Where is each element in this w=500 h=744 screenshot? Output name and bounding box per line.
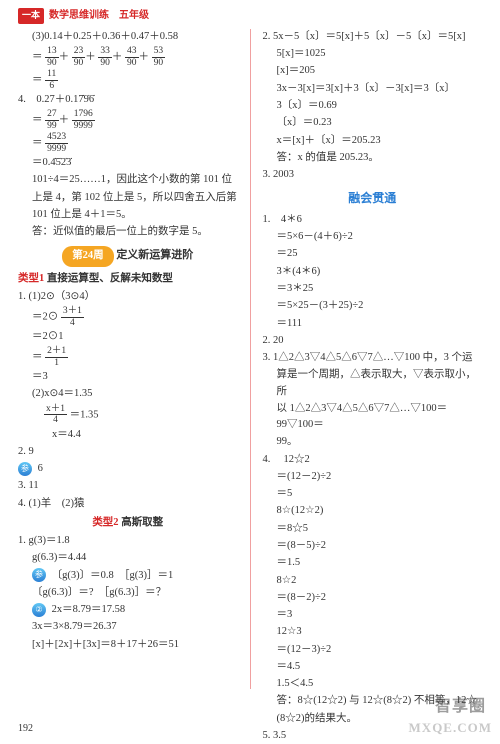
math-line: 3x－3[x]＝3[x]＋3〔x〕－3[x]＝3〔x〕: [263, 81, 483, 97]
math-line: x＝[x]＋〔x〕＝205.23: [263, 133, 483, 149]
math-line: ＝5: [263, 486, 483, 502]
math-line: 8☆(12☆2): [263, 503, 483, 519]
math-line: 〔x〕＝0.23: [263, 115, 483, 131]
category-label: 类型2: [92, 517, 118, 528]
math-line: ＝3: [18, 369, 238, 385]
fraction-row: ＝ 2799＋ 17969999: [18, 109, 238, 131]
math-line: [x]＝205: [263, 63, 483, 79]
category-text: 高斯取整: [121, 517, 163, 528]
category-heading: 类型1 直接运算型、反解未知数型: [18, 271, 238, 287]
category-text: 直接运算型、反解未知数型: [47, 273, 173, 284]
fraction-row: ＝ 45239999: [18, 132, 238, 154]
math-line: ② 2x＝8.79＝17.58: [18, 602, 238, 618]
watermark-url: MXQE.COM: [409, 718, 492, 738]
text-line: 101 位上是 4＋1＝5。: [18, 207, 238, 223]
math-line: ＝1.5: [263, 555, 483, 571]
math-line: ＝(12－3)÷2: [263, 642, 483, 658]
math-line: 4. 0.27＋0.17̇9̇6̇: [18, 92, 238, 108]
math-line: 1. 4＊6: [263, 212, 483, 228]
fraction-row: ＝ 2＋11: [18, 346, 238, 368]
math-line: 1.5＜4.5: [263, 676, 483, 692]
math-line: 3. 11: [18, 478, 238, 494]
math-line: ＝8☆5: [263, 521, 483, 537]
math-line: 1. (1)2⊙（3⊙4）: [18, 289, 238, 305]
math-line: ＝4.5: [263, 659, 483, 675]
text-line: 答：近似值的最后一位上的数字是 5。: [18, 224, 238, 240]
math-line: ＝(12－2)÷2: [263, 469, 483, 485]
math-line: ＝(8－2)÷2: [263, 590, 483, 606]
chapter-badge: 第24周: [62, 246, 114, 266]
math-line: ＝5×25－(3＋25)÷2: [263, 298, 483, 314]
math-line: 2. 5x－5〔x〕＝5[x]＋5〔x〕－5〔x〕＝5[x]: [263, 29, 483, 45]
chapter-heading: 第24周 定义新运算进阶: [18, 246, 238, 266]
math-line: 参 6: [18, 461, 238, 477]
math-line: ＝111: [263, 316, 483, 332]
circle-badge-icon: ②: [32, 603, 46, 617]
section-title: 融会贯通: [263, 189, 483, 208]
text-line: 算是一个周期，△表示取大，▽表示取小，所: [263, 367, 483, 400]
page-header: 一本 数学思维训练 五年级: [0, 0, 500, 29]
chapter-text: 定义新运算进阶: [116, 249, 193, 261]
math-line: ＝25: [263, 246, 483, 262]
right-column: 2. 5x－5〔x〕＝5[x]＋5〔x〕－5〔x〕＝5[x] 5[x]＝1025…: [255, 29, 483, 689]
math-line: 2. 20: [263, 333, 483, 349]
math-line: ＝3: [263, 607, 483, 623]
category-label: 类型1: [18, 273, 44, 284]
circle-badge-icon: 参: [32, 568, 46, 582]
text-line: 99。: [263, 434, 483, 450]
math-line: 〔g(6.3)〕＝? ［g(6.3)］＝？: [18, 585, 238, 601]
math-line: ＝5×6－(4＋6)÷2: [263, 229, 483, 245]
header-badge: 一本: [18, 8, 44, 24]
text-line: 答：x 的值是 205.23。: [263, 150, 483, 166]
math-line: ＝3＊25: [263, 281, 483, 297]
left-column: (3)0.14＋0.25＋0.36＋0.47＋0.58 ＝ 1390＋ 2390…: [18, 29, 246, 689]
content-columns: (3)0.14＋0.25＋0.36＋0.47＋0.58 ＝ 1390＋ 2390…: [0, 29, 500, 689]
math-line: 5[x]＝1025: [263, 46, 483, 62]
header-title: 数学思维训练 五年级: [49, 8, 149, 24]
math-line: 2. 9: [18, 444, 238, 460]
fraction-row: ＝ 1390＋ 2390＋ 3390＋ 4390＋ 5390: [18, 46, 238, 68]
math-line: [x]＋[2x]＋[3x]＝8＋17＋26＝51: [18, 637, 238, 653]
math-line: 参 〔g(3)〕＝0.8 ［g(3)］＝1: [18, 568, 238, 584]
math-line: 1. g(3)＝1.8: [18, 533, 238, 549]
math-line: (2)x⊙4＝1.35: [18, 386, 238, 402]
text-line: 101÷4＝25……1，因此这个小数的第 101 位: [18, 172, 238, 188]
math-line: 8☆2: [263, 573, 483, 589]
text-line: 上是 4，第 102 位上是 5，所以四舍五入后第: [18, 190, 238, 206]
eq-prefix: ＝: [32, 52, 43, 63]
text-line: 以 1△2△3▽4△5△6▽7△…▽100＝99▽100＝: [263, 401, 483, 434]
fraction-row: ＝ 116: [18, 69, 238, 91]
math-line: ＝0.4̇5̇2̇3̇: [18, 155, 238, 171]
math-line: 12☆3: [263, 624, 483, 640]
math-line: ＝2⊙1: [18, 329, 238, 345]
math-line: 3〔x〕＝0.69: [263, 98, 483, 114]
math-line: 4. (1)羊 (2)猿: [18, 496, 238, 512]
page-number: 192: [18, 721, 33, 737]
text-line: 3. 1△2△3▽4△5△6▽7△…▽100 中，3 个运: [263, 350, 483, 366]
watermark-text: 智享圈: [435, 695, 486, 720]
column-divider: [250, 29, 251, 689]
fraction-row: ＝2⊙ 3＋14: [18, 306, 238, 328]
math-line: (3)0.14＋0.25＋0.36＋0.47＋0.58: [18, 29, 238, 45]
category-heading: 类型2 高斯取整: [18, 515, 238, 531]
math-line: ＝(8－5)÷2: [263, 538, 483, 554]
math-line: 3＊(4＊6): [263, 264, 483, 280]
math-line: 4. 12☆2: [263, 452, 483, 468]
math-line: 3x＝3×8.79＝26.37: [18, 619, 238, 635]
circle-badge-icon: 参: [18, 462, 32, 476]
math-line: 3. 2003: [263, 167, 483, 183]
math-line: x＝4.4: [18, 427, 238, 443]
math-line: g(6.3)＝4.44: [18, 550, 238, 566]
fraction-row: x＋14 ＝1.35: [18, 404, 238, 426]
